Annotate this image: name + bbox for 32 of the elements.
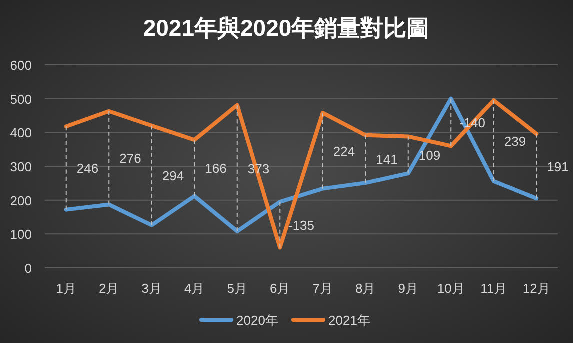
y-tick-label: 600 — [10, 58, 32, 73]
x-tick-label: 9月 — [398, 281, 418, 296]
x-tick-label: 11月 — [480, 281, 508, 296]
annotation: 246 — [76, 161, 99, 176]
annotation: 224 — [333, 144, 356, 159]
x-tick-label: 2月 — [99, 281, 120, 296]
annotation: 276 — [120, 151, 142, 166]
annotation: 239 — [504, 134, 526, 149]
x-tick-label: 6月 — [270, 281, 290, 296]
chart-title: 2021年與2020年銷量對比圖 — [143, 15, 430, 41]
y-tick-label: 200 — [10, 193, 32, 208]
legend-label: 2021年 — [328, 313, 370, 328]
x-tick-label: 1月 — [56, 281, 76, 296]
y-tick-label: 300 — [10, 160, 32, 174]
x-tick-label: 5月 — [227, 281, 248, 296]
x-tick-label: 12月 — [522, 281, 550, 296]
x-tick-label: 8月 — [356, 281, 376, 296]
annotation: 191 — [547, 159, 569, 174]
y-tick-label: 100 — [10, 227, 32, 242]
legend-label: 2020年 — [236, 313, 278, 328]
y-tick-label: 500 — [10, 92, 32, 107]
x-tick-label: 4月 — [184, 281, 205, 296]
x-tick-label: 10月 — [437, 281, 465, 296]
annotation: -135 — [288, 218, 315, 233]
annotation: 109 — [418, 148, 441, 164]
annotation: 141 — [376, 152, 398, 168]
annotation: 166 — [205, 161, 227, 176]
y-tick-label: 400 — [10, 126, 32, 141]
annotation: 294 — [162, 168, 184, 184]
x-tick-label: 7月 — [312, 281, 333, 296]
y-tick-label: 0 — [24, 261, 32, 276]
x-tick-label: 3月 — [142, 281, 162, 296]
